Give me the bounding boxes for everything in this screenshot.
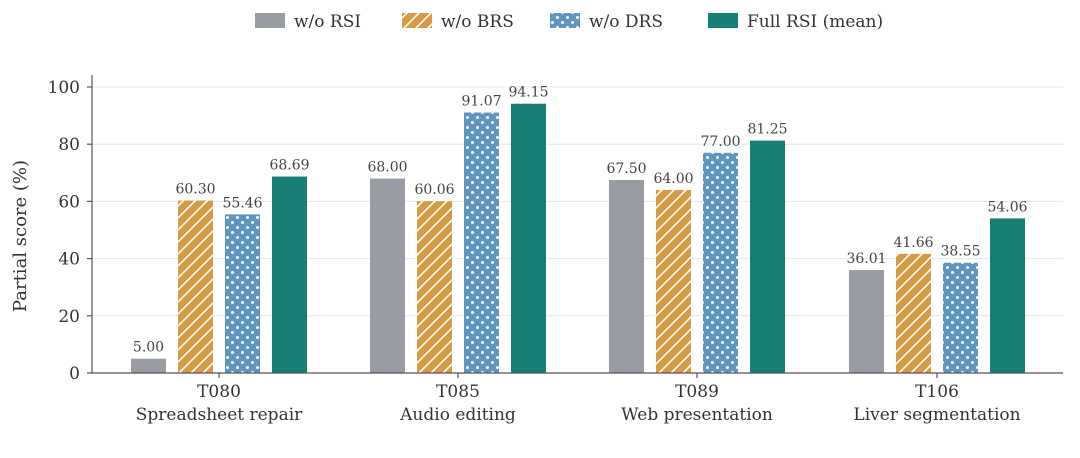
data-label: 64.00	[653, 171, 693, 187]
legend-swatch	[255, 13, 285, 28]
bar	[178, 200, 213, 373]
data-label: 41.66	[893, 235, 933, 251]
bar	[656, 189, 691, 373]
legend-swatch	[402, 13, 432, 28]
bar	[943, 262, 978, 373]
bar	[131, 358, 166, 373]
data-label: 67.50	[606, 161, 646, 177]
data-label: 55.46	[222, 195, 262, 211]
data-label: 60.30	[175, 182, 215, 198]
bar	[703, 152, 738, 373]
bar	[370, 178, 405, 373]
data-label: 5.00	[133, 340, 164, 356]
y-tick-label: 80	[58, 135, 80, 155]
legend-label: w/o BRS	[441, 12, 514, 32]
x-tick-sublabel: Spreadsheet repair	[136, 405, 303, 425]
y-axis-label: Partial score (%)	[10, 160, 31, 312]
data-label: 54.06	[987, 199, 1027, 215]
data-label: 38.55	[940, 244, 980, 260]
legend-label: w/o DRS	[589, 12, 663, 32]
x-tick-label: T089	[675, 382, 719, 402]
bar	[990, 218, 1025, 373]
data-label: 77.00	[700, 134, 740, 150]
data-label: 60.06	[414, 182, 454, 198]
y-tick-label: 40	[58, 250, 80, 270]
bar	[511, 103, 546, 373]
x-tick-sublabel: Liver segmentation	[853, 405, 1020, 425]
y-tick-label: 20	[58, 307, 80, 327]
legend-label: Full RSI (mean)	[747, 12, 883, 32]
bar	[849, 270, 884, 373]
data-label: 68.69	[269, 158, 309, 174]
data-label: 36.01	[846, 251, 886, 267]
data-label: 68.00	[367, 160, 407, 176]
bars	[131, 103, 1025, 374]
bar	[225, 214, 260, 373]
axes: 0 20 40 60 80 100 Partial score (%) T080 Spreads…	[10, 75, 1063, 425]
x-tick-sublabel: Audio editing	[399, 405, 516, 425]
bar	[272, 176, 307, 373]
y-tick-label: 0	[69, 364, 80, 384]
legend-label: w/o RSI	[294, 12, 361, 32]
y-tick-label: 100	[48, 78, 80, 98]
bar	[464, 112, 499, 374]
x-tick-label: T080	[197, 382, 241, 402]
legend-swatch	[708, 13, 738, 28]
data-label: 91.07	[461, 94, 501, 110]
x-tick-label: T106	[915, 382, 959, 402]
x-tick-label: T085	[436, 382, 480, 402]
legend-swatch	[550, 13, 580, 28]
x-tick-sublabel: Web presentation	[621, 405, 773, 425]
bar	[609, 179, 644, 373]
data-label: 94.15	[508, 85, 548, 101]
legend: w/o RSI w/o BRS w/o DRS Full RSI (mean)	[255, 12, 883, 32]
bar	[417, 201, 452, 373]
data-label: 81.25	[747, 122, 787, 138]
bar	[750, 140, 785, 373]
bar	[896, 253, 931, 373]
y-tick-label: 60	[58, 192, 80, 212]
value-labels: 5.00 60.30 55.46 68.69 68.00 60.06 91.07 94.15 6…	[133, 85, 1028, 356]
